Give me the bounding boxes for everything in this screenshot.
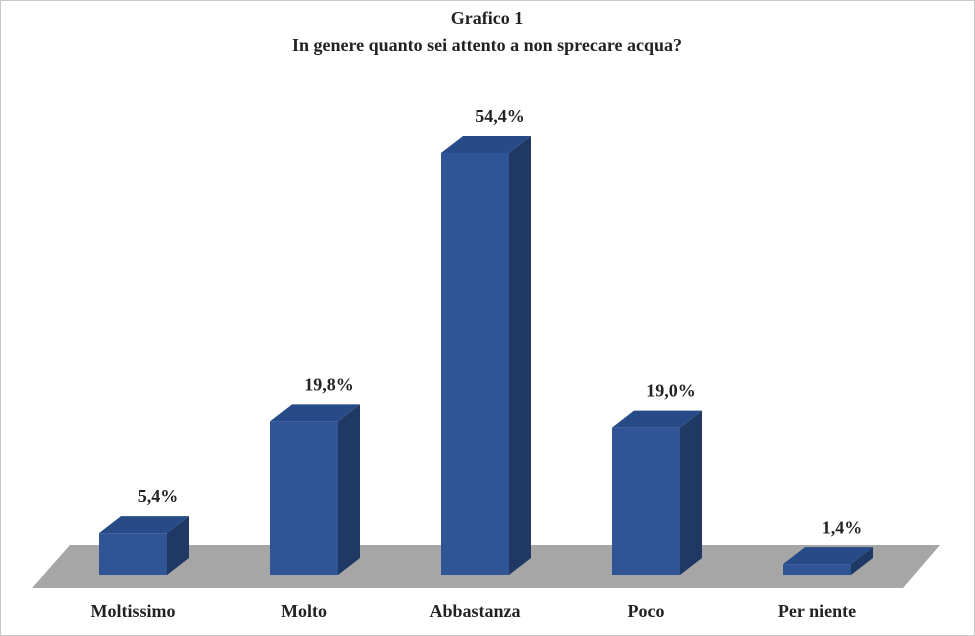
- bar: [99, 516, 189, 575]
- bar-front: [270, 421, 338, 575]
- value-label: 54,4%: [475, 106, 525, 126]
- bar: [783, 547, 873, 575]
- chart-title: Grafico 1: [451, 8, 523, 28]
- bar-side: [167, 516, 189, 575]
- value-label: 19,8%: [304, 375, 354, 395]
- chart-subtitle: In genere quanto sei attento a non sprec…: [292, 35, 682, 55]
- bar-top: [783, 547, 873, 565]
- x-tick-label: Molto: [281, 601, 327, 621]
- value-label: 1,4%: [822, 517, 863, 537]
- value-label: 19,0%: [646, 381, 696, 401]
- x-tick-label: Poco: [628, 601, 665, 621]
- x-tick-label: Moltissimo: [91, 601, 176, 621]
- bar-front: [783, 564, 851, 575]
- bar-side: [680, 410, 702, 575]
- bar-front: [99, 533, 167, 575]
- bar: [612, 410, 702, 575]
- x-tick-label: Abbastanza: [429, 601, 520, 621]
- bar: [441, 136, 531, 575]
- value-label: 5,4%: [138, 486, 179, 506]
- bar-side: [851, 547, 873, 575]
- bar-front: [441, 153, 509, 575]
- bar-top: [612, 410, 702, 428]
- bar-top: [270, 404, 360, 422]
- bar-front: [612, 427, 680, 575]
- bar-top: [99, 516, 189, 534]
- bar-side: [338, 404, 360, 575]
- bar: [270, 404, 360, 575]
- bar-top: [441, 136, 531, 153]
- x-tick-label: Per niente: [778, 601, 856, 621]
- bar-side: [509, 136, 531, 575]
